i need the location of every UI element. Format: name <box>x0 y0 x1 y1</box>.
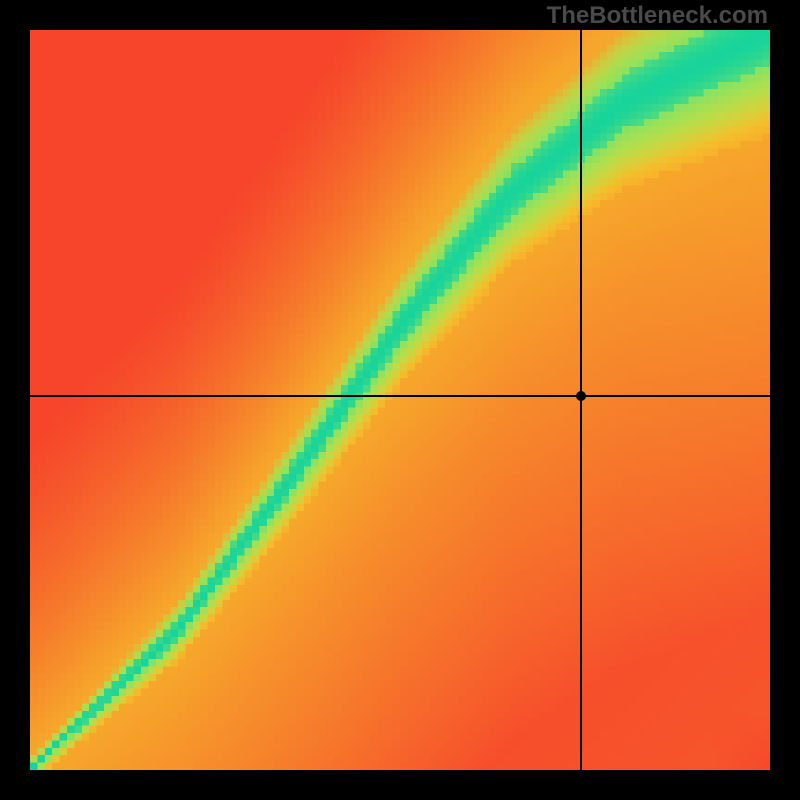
crosshair-horizontal <box>30 395 770 397</box>
watermark-text: TheBottleneck.com <box>547 2 768 30</box>
chart-container: TheBottleneck.com <box>0 0 800 800</box>
bottleneck-heatmap <box>30 30 770 770</box>
